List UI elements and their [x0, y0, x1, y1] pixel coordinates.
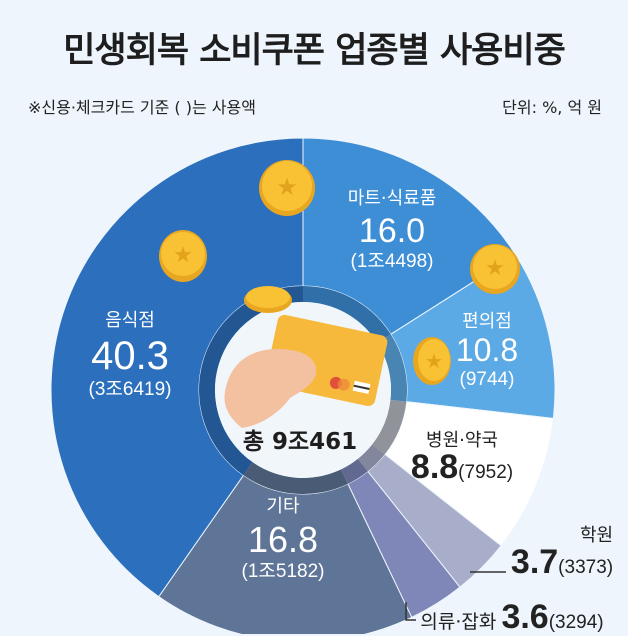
label-hospital: 병원·약국 8.8(7952) — [410, 430, 514, 486]
value-label: 16.8 — [247, 519, 319, 560]
svg-text:★: ★ — [485, 256, 505, 281]
value-label: 40.3 — [91, 334, 169, 378]
unit-label: 단위: %, 억 원 — [502, 98, 602, 117]
hand-icon — [224, 349, 317, 428]
chart-title: 민생회복 소비쿠폰 업종별 사용비중 — [63, 31, 566, 71]
label-mart: 마트·식료품 16.0 (1조4498) — [347, 188, 437, 272]
value-label: 10.8 — [455, 332, 519, 368]
amount-label: (9744) — [459, 369, 515, 390]
svg-text:★: ★ — [425, 349, 443, 373]
value-label: 3.7 — [510, 543, 559, 581]
inner-ring-segment-5 — [243, 462, 348, 494]
inner-ring-segment-2 — [372, 399, 407, 455]
coin-icon: ★ — [159, 230, 207, 282]
label-academy: 학원 3.7(3373) — [510, 525, 614, 581]
value-label: 3.6 — [501, 598, 549, 636]
inner-ring-segment-4 — [340, 458, 368, 484]
value-label: 8.8 — [410, 448, 459, 486]
amount-label: (3294) — [548, 612, 604, 633]
leader-line-clothing — [405, 602, 416, 621]
amount-label: (3373) — [558, 557, 614, 578]
coin-icon — [244, 286, 292, 313]
total-label: 총 9조461 — [242, 429, 358, 455]
coins-decoration: ★ ★ ★ ★ — [159, 160, 520, 385]
amount-label: (7952) — [458, 462, 514, 483]
inner-ring-segment-6 — [198, 286, 303, 476]
svg-text:★: ★ — [173, 243, 193, 268]
amount-label: (1조4498) — [350, 251, 434, 272]
amount-label: (3조6419) — [88, 379, 172, 400]
category-name: 편의점 — [462, 311, 512, 332]
coin-icon: ★ — [259, 160, 315, 216]
category-name: 병원·약국 — [426, 430, 498, 451]
label-clothing: 의류·잡화 3.6(3294) — [420, 600, 603, 634]
label-other: 기타 16.8 (1조5182) — [241, 496, 325, 582]
svg-text:★: ★ — [276, 173, 298, 201]
category-name: 마트·식료품 — [347, 188, 437, 209]
category-name: 기타 — [266, 496, 300, 517]
inner-ring-segment-3 — [357, 444, 385, 472]
hand-card-illustration — [224, 314, 388, 428]
chart-note: ※신용·체크카드 기준 ( )는 사용액 — [28, 98, 256, 117]
label-restaurant: 음식점 40.3 (3조6419) — [88, 310, 172, 400]
value-label: 16.0 — [358, 212, 426, 250]
inner-ring-segment-0 — [303, 286, 391, 343]
coin-icon: ★ — [413, 337, 451, 385]
category-name: 음식점 — [105, 310, 155, 331]
coin-icon: ★ — [470, 244, 520, 294]
label-convenience: 편의점 10.8 (9744) — [455, 311, 519, 390]
amount-label: (1조5182) — [241, 561, 325, 582]
category-name: 학원 — [579, 525, 614, 546]
category-name: 의류·잡화 — [420, 611, 497, 633]
